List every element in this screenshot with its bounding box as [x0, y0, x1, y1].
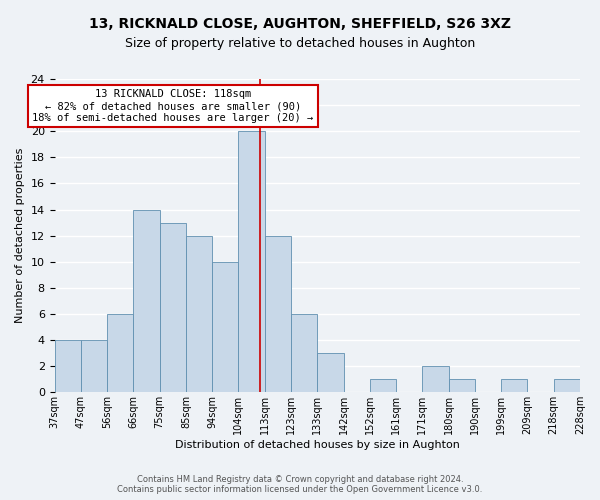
- Text: Contains HM Land Registry data © Crown copyright and database right 2024.: Contains HM Land Registry data © Crown c…: [137, 475, 463, 484]
- Text: 13, RICKNALD CLOSE, AUGHTON, SHEFFIELD, S26 3XZ: 13, RICKNALD CLOSE, AUGHTON, SHEFFIELD, …: [89, 18, 511, 32]
- Bar: [265, 236, 291, 392]
- Text: Contains public sector information licensed under the Open Government Licence v3: Contains public sector information licen…: [118, 485, 482, 494]
- Bar: [212, 262, 238, 392]
- Bar: [133, 210, 160, 392]
- Text: 13 RICKNALD CLOSE: 118sqm
← 82% of detached houses are smaller (90)
18% of semi-: 13 RICKNALD CLOSE: 118sqm ← 82% of detac…: [32, 90, 313, 122]
- Bar: [422, 366, 449, 392]
- Bar: [186, 236, 212, 392]
- Bar: [449, 379, 475, 392]
- Bar: [370, 379, 396, 392]
- Text: Size of property relative to detached houses in Aughton: Size of property relative to detached ho…: [125, 38, 475, 51]
- Bar: [160, 222, 186, 392]
- Bar: [317, 353, 344, 393]
- Bar: [238, 131, 265, 392]
- Bar: [291, 314, 317, 392]
- Bar: [554, 379, 580, 392]
- Bar: [55, 340, 81, 392]
- Bar: [501, 379, 527, 392]
- X-axis label: Distribution of detached houses by size in Aughton: Distribution of detached houses by size …: [175, 440, 460, 450]
- Bar: [107, 314, 133, 392]
- Bar: [81, 340, 107, 392]
- Y-axis label: Number of detached properties: Number of detached properties: [15, 148, 25, 324]
